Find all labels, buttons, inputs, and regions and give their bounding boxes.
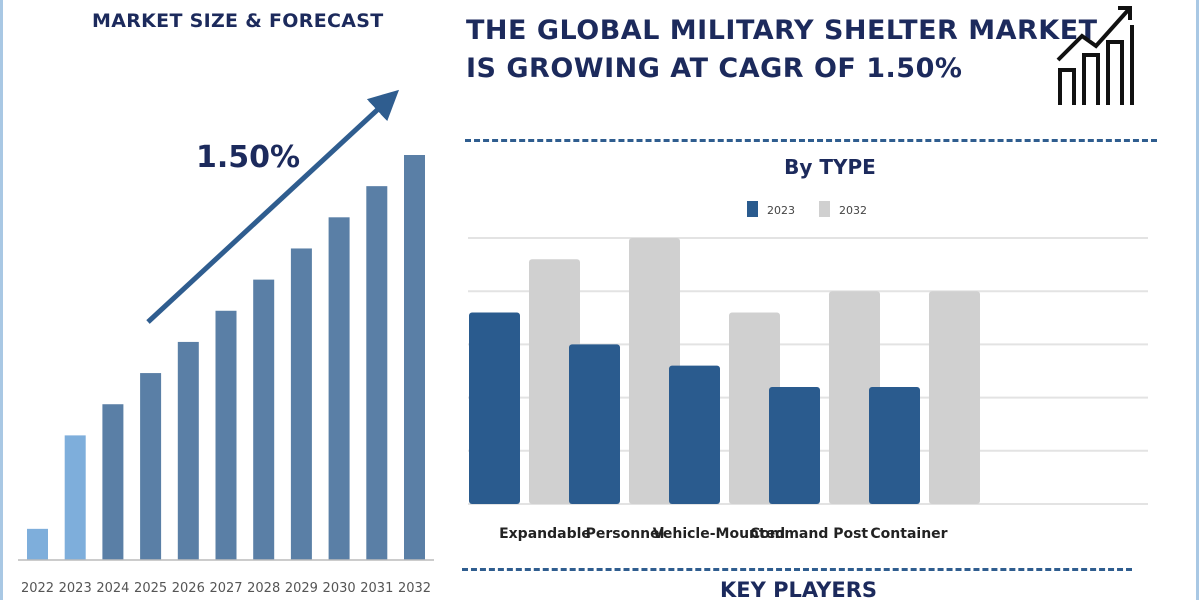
divider-top (465, 139, 1157, 142)
bar-2023-Command Post (769, 386, 820, 504)
bar-2030 (328, 217, 350, 561)
category-label: Container (870, 526, 947, 542)
category-label: Personnel (586, 526, 665, 542)
right-border (1196, 0, 1199, 600)
bar-2032-Command Post (829, 291, 880, 504)
type-chart-title: By TYPE (784, 155, 876, 179)
cagr-label: 1.50% (196, 140, 301, 175)
headline: THE GLOBAL MILITARY SHELTER MARKET IS GR… (466, 12, 1098, 88)
divider-bottom (462, 568, 1132, 571)
category-label: Expandable (499, 526, 591, 542)
bar-2023-Vehicle-Mounted (669, 365, 720, 504)
x-tick-label: 2023 (59, 581, 92, 596)
key-players-heading: KEY PLAYERS (720, 578, 877, 602)
bar-2023-Expandable (469, 312, 520, 504)
left-border (0, 0, 3, 600)
growth-arrow (146, 89, 400, 324)
x-tick-label: 2026 (172, 581, 205, 596)
bar-2023 (64, 435, 86, 560)
bar-2028 (253, 279, 275, 560)
headline-line-2: IS GROWING AT CAGR OF 1.50% (466, 53, 963, 84)
bar-2029 (290, 248, 312, 560)
category-label: Vehicle-Mounted (653, 526, 785, 542)
headline-line-1: THE GLOBAL MILITARY SHELTER MARKET (466, 15, 1098, 46)
x-tick-label: 2027 (209, 581, 242, 596)
category-label: Command Post (750, 526, 869, 542)
bar-2027 (215, 310, 237, 560)
bar-2032-Vehicle-Mounted (729, 312, 780, 504)
x-tick-label: 2029 (285, 581, 318, 596)
growth-chart-icon (1056, 6, 1134, 105)
bar-2023-Container (869, 386, 920, 504)
legend-label: 2023 (767, 204, 795, 217)
bar-2032-Expandable (529, 259, 580, 504)
legend-swatch-2023 (747, 201, 758, 217)
bar-2031 (366, 186, 388, 560)
x-tick-label: 2025 (134, 581, 167, 596)
x-tick-label: 2031 (360, 581, 393, 596)
x-tick-label: 2022 (21, 581, 54, 596)
legend-swatch-2032 (819, 201, 830, 217)
x-tick-label: 2032 (398, 581, 431, 596)
market-size-chart: 2022 2023 2024 2025 2026 2027 2028 2029 2030 2031… (18, 89, 434, 596)
bar-2025 (140, 373, 162, 560)
bar-2026 (177, 341, 199, 560)
left-title: MARKET SIZE & FORECAST (92, 10, 384, 32)
by-type-chart: 2023 2032 ExpandablePersonnelVehicle-Mount… (468, 201, 1148, 542)
x-tick-label: 2030 (323, 581, 356, 596)
bar-2023-Personnel (569, 344, 620, 504)
x-tick-label: 2028 (247, 581, 280, 596)
legend-label: 2032 (839, 204, 867, 217)
bar-2024 (102, 404, 124, 560)
bar-2032 (404, 155, 425, 560)
x-tick-label: 2024 (96, 581, 129, 596)
bar-2032-Container (929, 291, 980, 504)
bar-2032-Personnel (629, 238, 680, 504)
bar-2022 (27, 528, 48, 560)
